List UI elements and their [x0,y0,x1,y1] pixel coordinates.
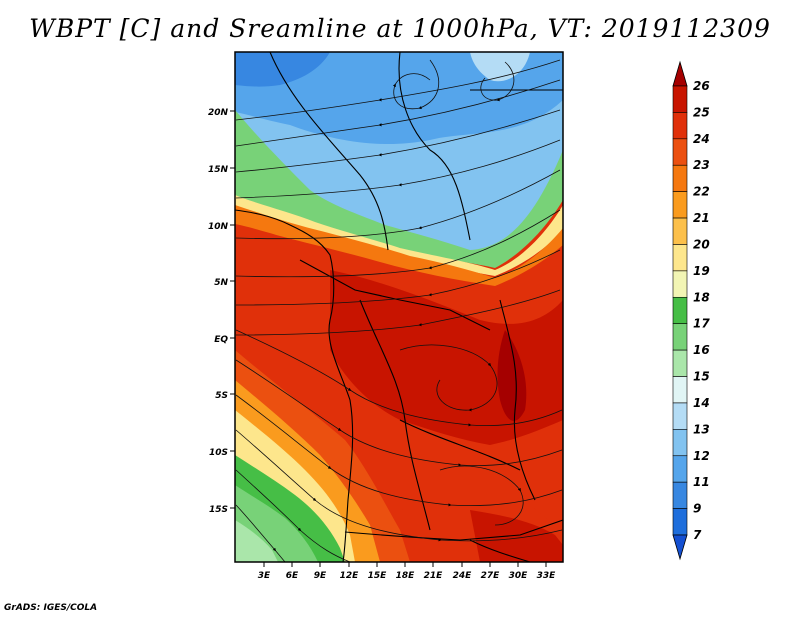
lat-label: 5S [215,391,228,401]
colorbar-segment [672,85,688,113]
lat-axis: 20N 15N 10N 5N EQ 5S 10S 15S [208,108,235,515]
colorbar-label: 11 [693,475,710,489]
map-frame [234,51,564,563]
lat-label: 5N [214,278,228,288]
colorbar-bottom-arrow [672,534,688,561]
lon-label: 3E [258,571,271,581]
colorbar-label: 17 [693,317,710,331]
colorbar-segment [672,323,688,351]
colorbar-segment [672,455,688,483]
colorbar-label: 24 [693,132,710,146]
colorbar-segment [672,349,688,377]
lon-axis: 3E 6E 9E 12E 15E 18E 21E 24E 27E 30E 33E [258,562,556,581]
colorbar-label: 13 [693,422,710,436]
colorbar-label: 7 [693,528,702,542]
colorbar-label: 15 [693,370,710,384]
lon-label: 30E [509,571,529,581]
lon-label: 6E [286,571,299,581]
colorbar-segment [672,164,688,192]
colorbar-segment [672,376,688,404]
grads-credit: GrADS: IGES/COLA [4,603,98,613]
colorbar-label: 21 [693,211,710,225]
lon-label: 15E [368,571,388,581]
colorbar-label: 16 [693,343,710,357]
colorbar-label: 26 [693,79,710,93]
colorbar-label: 22 [693,185,710,199]
colorbar-label: 25 [693,105,710,119]
colorbar-segment [672,508,688,536]
lat-label: 10S [209,448,228,458]
colorbar-segment [672,138,688,166]
figure-title: WBPT [C] and Sreamline at 1000hPa, VT: 2… [29,14,771,43]
lon-label: 12E [340,571,360,581]
lon-label: 9E [314,571,327,581]
colorbar-top-arrow [672,60,688,87]
colorbar-label: 12 [693,449,710,463]
lon-label: 27E [481,571,501,581]
lat-label: 15N [208,165,229,175]
lat-label: 15S [209,505,228,515]
colorbar: 26 25 24 23 22 21 20 19 18 17 16 15 14 13 12 11 9 7 [672,60,710,561]
lon-label: 24E [453,571,473,581]
colorbar-label: 19 [693,264,710,278]
colorbar-segment [672,217,688,245]
colorbar-label: 18 [693,290,710,304]
colorbar-segment [672,191,688,219]
wbpt-field [235,52,563,562]
colorbar-segment [672,402,688,430]
lon-label: 33E [537,571,557,581]
colorbar-segment [672,244,688,272]
colorbar-segment [672,112,688,140]
colorbar-label: 20 [693,237,710,251]
colorbar-label: 9 [693,502,701,516]
colorbar-segment [672,429,688,457]
lat-label: EQ [214,335,228,345]
lon-label: 21E [424,571,444,581]
colorbar-segment [672,270,688,298]
streamlines [235,59,563,562]
colorbar-segment [672,296,688,325]
colorbar-label: 14 [693,396,710,410]
lon-label: 18E [396,571,416,581]
colorbar-segment [672,481,688,509]
lat-label: 10N [208,222,229,232]
lat-label: 20N [208,108,229,118]
colorbar-label: 23 [693,158,710,172]
